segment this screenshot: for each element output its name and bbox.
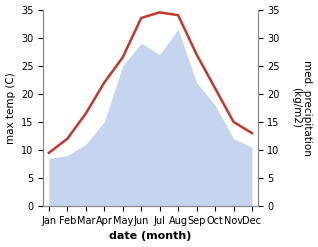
Y-axis label: med. precipitation
(kg/m2): med. precipitation (kg/m2) [291, 60, 313, 156]
Y-axis label: max temp (C): max temp (C) [5, 72, 16, 144]
X-axis label: date (month): date (month) [109, 231, 192, 242]
